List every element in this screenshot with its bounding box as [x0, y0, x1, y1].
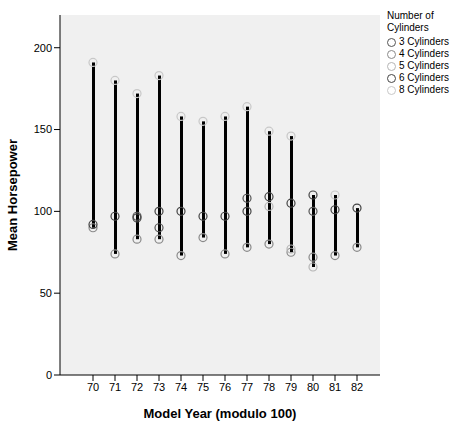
svg-text:72: 72	[131, 381, 143, 393]
svg-text:75: 75	[197, 381, 209, 393]
svg-text:81: 81	[329, 381, 341, 393]
svg-text:82: 82	[351, 381, 363, 393]
html-text:3 Cylinders: 3 Cylinders	[399, 36, 449, 47]
html-text:5 Cylinders: 5 Cylinders	[399, 60, 449, 71]
svg-text:150: 150	[34, 123, 52, 135]
svg-text:70: 70	[87, 381, 99, 393]
svg-text:78: 78	[263, 381, 275, 393]
svg-text:77: 77	[241, 381, 253, 393]
svg-text:73: 73	[153, 381, 165, 393]
html-text:8 Cylinders: 8 Cylinders	[399, 84, 449, 95]
svg-text:200: 200	[34, 42, 52, 54]
svg-text:79: 79	[285, 381, 297, 393]
svg-text:100: 100	[34, 205, 52, 217]
svg-text:71: 71	[109, 381, 121, 393]
html-text:Number of Cylinders: Number of Cylinders	[387, 10, 434, 33]
html-text:6 Cylinders: 6 Cylinders	[399, 72, 449, 83]
svg-text:76: 76	[219, 381, 231, 393]
svg-text:Model Year (modulo 100): Model Year (modulo 100)	[144, 406, 297, 421]
html-text:4 Cylinders: 4 Cylinders	[399, 48, 449, 59]
svg-text:Mean Horsepower: Mean Horsepower	[8, 139, 20, 251]
svg-text:80: 80	[307, 381, 319, 393]
svg-text:0: 0	[46, 369, 52, 381]
svg-text:50: 50	[40, 287, 52, 299]
svg-text:74: 74	[175, 381, 187, 393]
